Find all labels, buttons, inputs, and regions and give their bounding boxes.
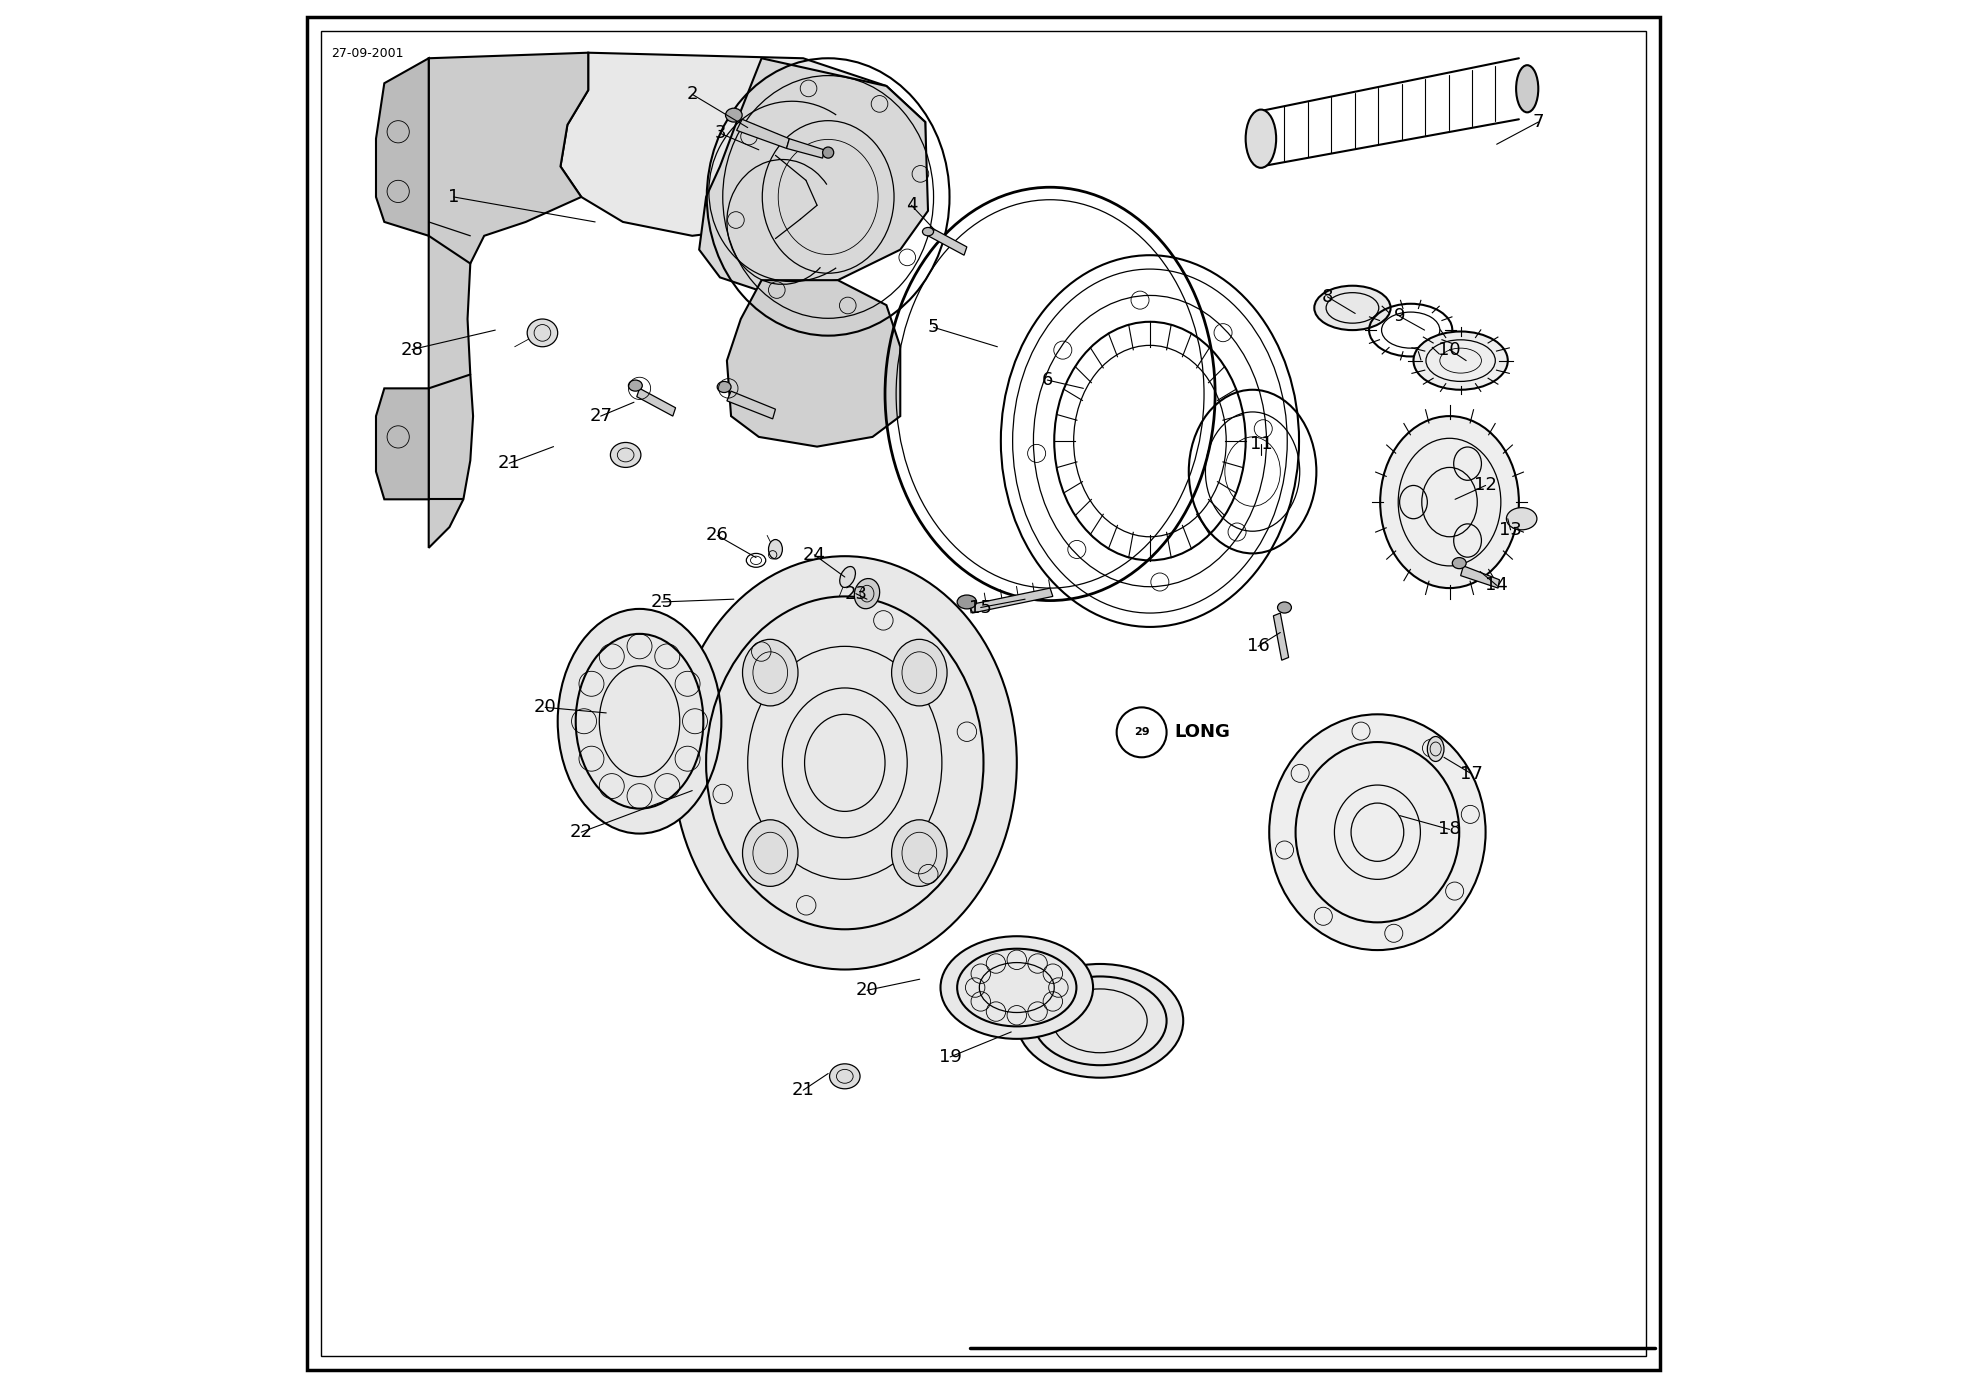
Text: 1: 1 <box>448 189 460 205</box>
Text: 5: 5 <box>928 319 940 336</box>
Text: 29: 29 <box>1133 727 1149 738</box>
Text: 19: 19 <box>938 1049 962 1065</box>
Ellipse shape <box>673 556 1017 970</box>
Text: 17: 17 <box>1460 766 1483 782</box>
Ellipse shape <box>1507 508 1536 530</box>
Text: 20: 20 <box>533 699 557 716</box>
Polygon shape <box>928 227 968 255</box>
Text: 16: 16 <box>1247 638 1269 655</box>
Ellipse shape <box>726 108 742 122</box>
Ellipse shape <box>610 442 641 467</box>
Polygon shape <box>728 391 775 419</box>
Polygon shape <box>698 58 928 291</box>
Text: LONG: LONG <box>1174 724 1231 741</box>
Ellipse shape <box>891 639 946 706</box>
Text: 13: 13 <box>1499 522 1522 538</box>
Ellipse shape <box>1269 714 1485 950</box>
Text: 24: 24 <box>803 546 826 563</box>
Ellipse shape <box>923 227 934 236</box>
Text: 21: 21 <box>793 1082 814 1099</box>
Ellipse shape <box>1245 110 1277 168</box>
Text: 3: 3 <box>714 125 726 141</box>
Ellipse shape <box>840 566 856 588</box>
Polygon shape <box>787 139 824 158</box>
Polygon shape <box>376 58 429 236</box>
Text: 25: 25 <box>651 594 673 610</box>
Text: 12: 12 <box>1473 477 1497 494</box>
Ellipse shape <box>940 936 1094 1039</box>
Polygon shape <box>429 53 588 548</box>
Ellipse shape <box>1428 736 1444 761</box>
Text: 18: 18 <box>1438 821 1461 838</box>
Ellipse shape <box>1314 286 1391 330</box>
Ellipse shape <box>742 820 799 886</box>
Polygon shape <box>970 588 1052 613</box>
Ellipse shape <box>822 147 834 158</box>
Polygon shape <box>376 388 429 499</box>
Text: 2: 2 <box>686 86 698 103</box>
Ellipse shape <box>1452 558 1465 569</box>
Text: 9: 9 <box>1395 308 1404 325</box>
Ellipse shape <box>769 540 783 559</box>
Polygon shape <box>736 119 789 148</box>
Text: 7: 7 <box>1532 114 1544 130</box>
Text: 26: 26 <box>706 527 728 544</box>
Polygon shape <box>728 280 901 447</box>
Ellipse shape <box>559 609 722 834</box>
Ellipse shape <box>718 381 732 393</box>
Ellipse shape <box>1017 964 1184 1078</box>
Text: 27-09-2001: 27-09-2001 <box>332 47 403 60</box>
Text: 20: 20 <box>856 982 879 999</box>
Polygon shape <box>561 53 924 236</box>
Ellipse shape <box>891 820 946 886</box>
Ellipse shape <box>1277 602 1292 613</box>
Text: 14: 14 <box>1485 577 1509 594</box>
Ellipse shape <box>627 380 643 391</box>
Text: 15: 15 <box>970 599 991 616</box>
Ellipse shape <box>1517 65 1538 112</box>
Text: 6: 6 <box>1043 372 1052 388</box>
Ellipse shape <box>742 639 799 706</box>
Ellipse shape <box>1414 331 1509 390</box>
Text: 10: 10 <box>1438 341 1461 358</box>
Polygon shape <box>1273 613 1288 660</box>
Ellipse shape <box>527 319 559 347</box>
Polygon shape <box>637 388 675 416</box>
Text: 27: 27 <box>590 408 612 424</box>
Ellipse shape <box>1381 416 1519 588</box>
Ellipse shape <box>830 1064 860 1089</box>
Polygon shape <box>1461 566 1499 588</box>
Text: 4: 4 <box>905 197 917 214</box>
Text: 21: 21 <box>498 455 521 472</box>
Text: 22: 22 <box>570 824 592 841</box>
Text: 23: 23 <box>844 585 867 602</box>
Text: 8: 8 <box>1322 288 1334 305</box>
Text: 28: 28 <box>401 341 423 358</box>
Ellipse shape <box>958 595 976 609</box>
Text: 11: 11 <box>1249 436 1273 452</box>
Ellipse shape <box>854 578 879 609</box>
